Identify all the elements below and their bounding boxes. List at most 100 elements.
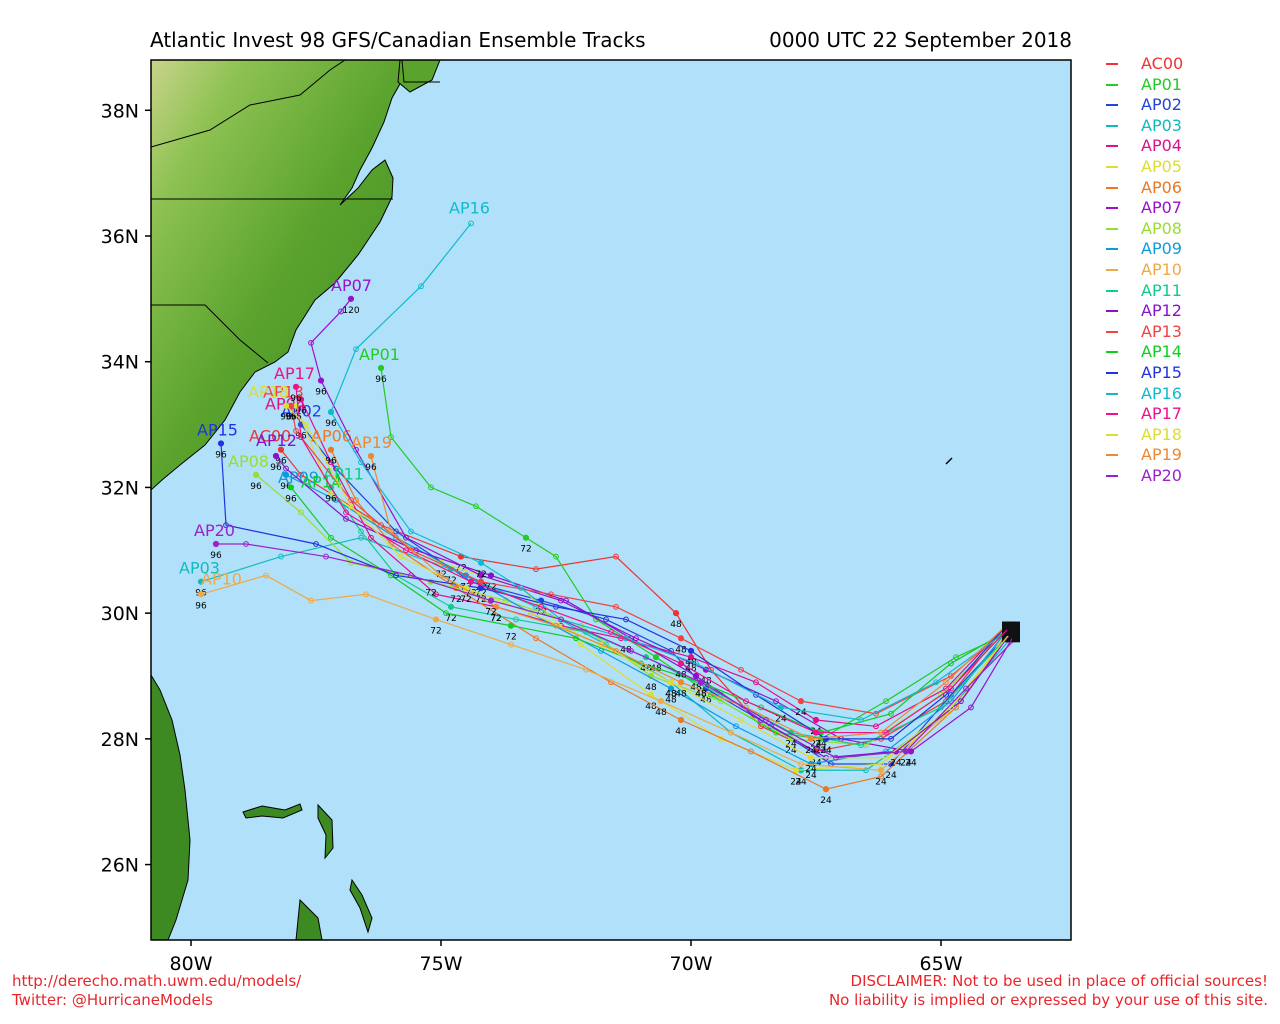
legend-swatch xyxy=(1106,268,1118,271)
track-point xyxy=(878,761,884,767)
track-point xyxy=(858,717,864,723)
track-point xyxy=(348,497,354,503)
track-point xyxy=(358,534,364,541)
forecast-hour-label: 72 xyxy=(425,589,436,599)
forecast-hour-label: 48 xyxy=(700,677,712,687)
track-point xyxy=(958,698,964,705)
track-point xyxy=(308,597,314,604)
forecast-hour-label: 48 xyxy=(695,689,707,699)
track-day-point xyxy=(377,364,385,372)
bermuda xyxy=(945,457,953,465)
track-day-point xyxy=(697,679,705,686)
track-day-point xyxy=(822,786,830,793)
state-border-de xyxy=(401,60,440,83)
legend-label: AP01 xyxy=(1141,74,1182,94)
track-point xyxy=(298,434,304,441)
track-start-marker xyxy=(1012,621,1020,630)
forecast-hour-label: 48 xyxy=(645,683,657,693)
track-point xyxy=(963,685,969,692)
forecast-hour-label: 24 xyxy=(790,777,802,787)
track-line xyxy=(285,474,1012,765)
lat-label: 26N xyxy=(101,855,139,877)
track-point xyxy=(943,679,949,686)
track-point xyxy=(623,616,629,623)
track-point xyxy=(603,616,609,623)
legend-label: AP11 xyxy=(1141,280,1182,300)
track-line xyxy=(330,223,1007,721)
track-line xyxy=(290,405,1012,715)
track-point xyxy=(878,773,884,780)
track-point xyxy=(323,553,329,560)
legend-swatch xyxy=(1106,433,1118,436)
track-point xyxy=(363,591,369,598)
track-point xyxy=(563,597,569,604)
track-point xyxy=(533,635,539,642)
track-day-point xyxy=(522,534,530,541)
track-point xyxy=(948,685,954,692)
track-day-point xyxy=(807,735,815,742)
track-point xyxy=(938,704,944,711)
track-day-point xyxy=(672,610,680,617)
track-day-point xyxy=(677,716,685,724)
track-point xyxy=(728,729,734,736)
legend-label: AP06 xyxy=(1141,177,1182,197)
track-point xyxy=(628,647,634,654)
track-point xyxy=(693,660,699,667)
forecast-hour-label: 96 xyxy=(375,375,387,385)
track-name-label: AP19 xyxy=(351,433,392,452)
legend-swatch xyxy=(1106,330,1118,333)
track-day-point xyxy=(272,452,280,460)
forecast-hour-label: 72 xyxy=(490,614,501,624)
track-ap12: 24 48 72 96 AP12 xyxy=(256,431,1020,768)
track-point xyxy=(548,591,554,598)
forecast-hour-label: 24 xyxy=(805,765,817,775)
track-point xyxy=(773,698,779,705)
lat-label: 36N xyxy=(101,226,139,248)
track-point xyxy=(438,572,444,579)
track-name-label: AP08 xyxy=(228,452,269,471)
track-day-point xyxy=(677,660,685,667)
legend-label: AP10 xyxy=(1141,259,1182,279)
track-day-point xyxy=(297,396,305,403)
legend-label: AP12 xyxy=(1141,301,1182,321)
legend-swatch xyxy=(1106,454,1118,457)
footer-left: http://derecho.math.uwm.edu/models/ Twit… xyxy=(12,972,301,1010)
us-east-coast-land xyxy=(151,60,411,491)
track-day-point xyxy=(652,654,660,661)
track-point xyxy=(298,471,304,478)
track-point xyxy=(878,729,884,736)
track-point xyxy=(468,220,474,227)
track-day-point xyxy=(677,635,685,642)
track-point xyxy=(553,553,559,560)
track-point xyxy=(263,572,269,579)
track-day-point xyxy=(282,471,290,478)
forecast-hour-label: 24 xyxy=(785,746,797,756)
forecast-hour-label: 48 xyxy=(675,645,687,655)
forecast-hour-label: 72 xyxy=(475,595,486,605)
forecast-hour-label: 72 xyxy=(450,595,461,605)
track-day-point xyxy=(492,603,500,610)
footer-twitter[interactable]: Twitter: @HurricaneModels xyxy=(12,991,213,1009)
forecast-hour-label: 96 xyxy=(280,413,292,423)
forecast-hour-label: 96 xyxy=(285,494,297,504)
track-point xyxy=(738,666,744,673)
track-point xyxy=(718,698,724,705)
footer-url[interactable]: http://derecho.math.uwm.edu/models/ xyxy=(12,972,302,990)
forecast-hour-label: 48 xyxy=(650,664,662,674)
forecast-hour-label: 48 xyxy=(645,702,657,712)
forecast-hour-label: 96 xyxy=(325,457,337,467)
footer-disclaimer-line1: DISCLAIMER: Not to be used in place of o… xyxy=(850,972,1268,990)
map-datetime: 0000 UTC 22 September 2018 xyxy=(769,28,1072,52)
legend-label: AC00 xyxy=(1141,54,1184,73)
bahamas-andros xyxy=(295,898,323,940)
track-point xyxy=(863,767,869,774)
track-day-point xyxy=(487,572,495,579)
track-point xyxy=(433,591,439,598)
track-day-point xyxy=(292,383,300,390)
forecast-hour-label: 48 xyxy=(675,689,687,699)
track-point xyxy=(343,509,349,516)
track-point xyxy=(393,572,399,579)
legend-swatch xyxy=(1106,207,1118,210)
